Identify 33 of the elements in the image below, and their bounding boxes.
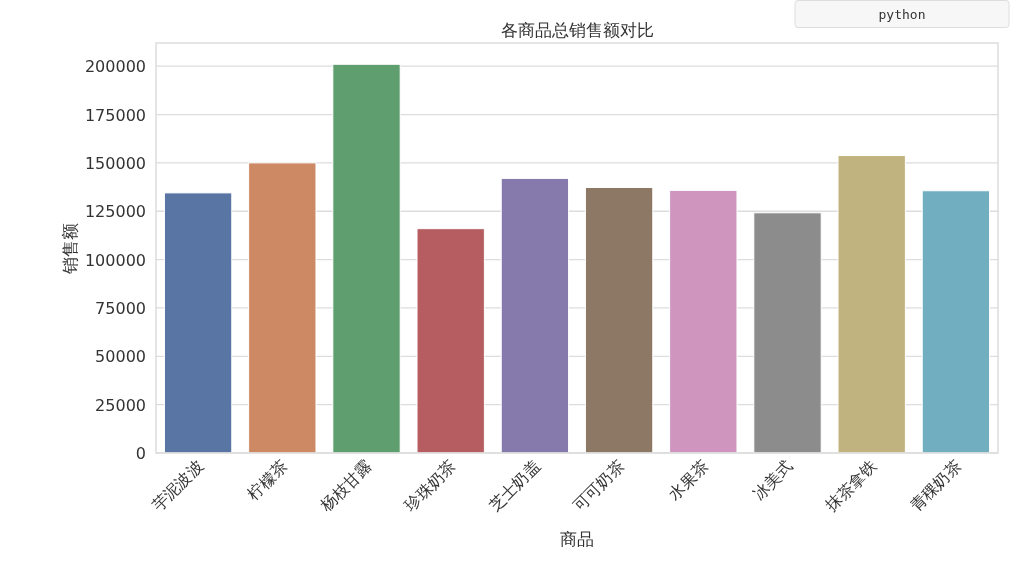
y-axis-title: 销售额 (60, 222, 80, 275)
x-tick-label: 柠檬茶 (243, 456, 292, 504)
x-tick-label: 珍珠奶茶 (400, 456, 460, 516)
x-tick-label: 芝士奶盖 (485, 456, 544, 516)
x-tick-label: 水果茶 (664, 456, 713, 504)
y-tick-label: 50000 (95, 347, 146, 367)
bar (669, 189, 738, 454)
x-tick-label: 可可奶茶 (569, 456, 628, 516)
y-tick-label: 125000 (84, 202, 146, 222)
y-tick-label: 100000 (84, 250, 146, 270)
bar (753, 212, 822, 454)
bar (163, 192, 233, 454)
x-tick-label: 青稞奶茶 (906, 456, 965, 516)
x-tick-label: 杨枝甘露 (315, 456, 376, 516)
y-tick-label: 150000 (84, 153, 146, 173)
y-tick-label: 75000 (95, 298, 146, 318)
x-tick-label: 芋泥波波 (148, 456, 207, 516)
bar (248, 162, 317, 454)
y-tick-label: 200000 (84, 57, 146, 77)
bar (584, 186, 654, 454)
text: python (878, 7, 926, 22)
y-tick-label: 25000 (95, 395, 146, 415)
chart-title: 各商品总销售额对比 (500, 20, 654, 40)
y-tick-label: 0 (135, 444, 146, 463)
bar (837, 155, 906, 454)
x-axis-title: 商品 (560, 529, 594, 549)
bar (416, 228, 485, 454)
y-tick-label: 175000 (84, 105, 146, 125)
bar (921, 190, 991, 454)
x-tick-label: 抹茶拿铁 (821, 456, 881, 516)
bar (500, 177, 570, 454)
x-tick-label: 冰美式 (748, 456, 797, 504)
bar (332, 63, 401, 454)
